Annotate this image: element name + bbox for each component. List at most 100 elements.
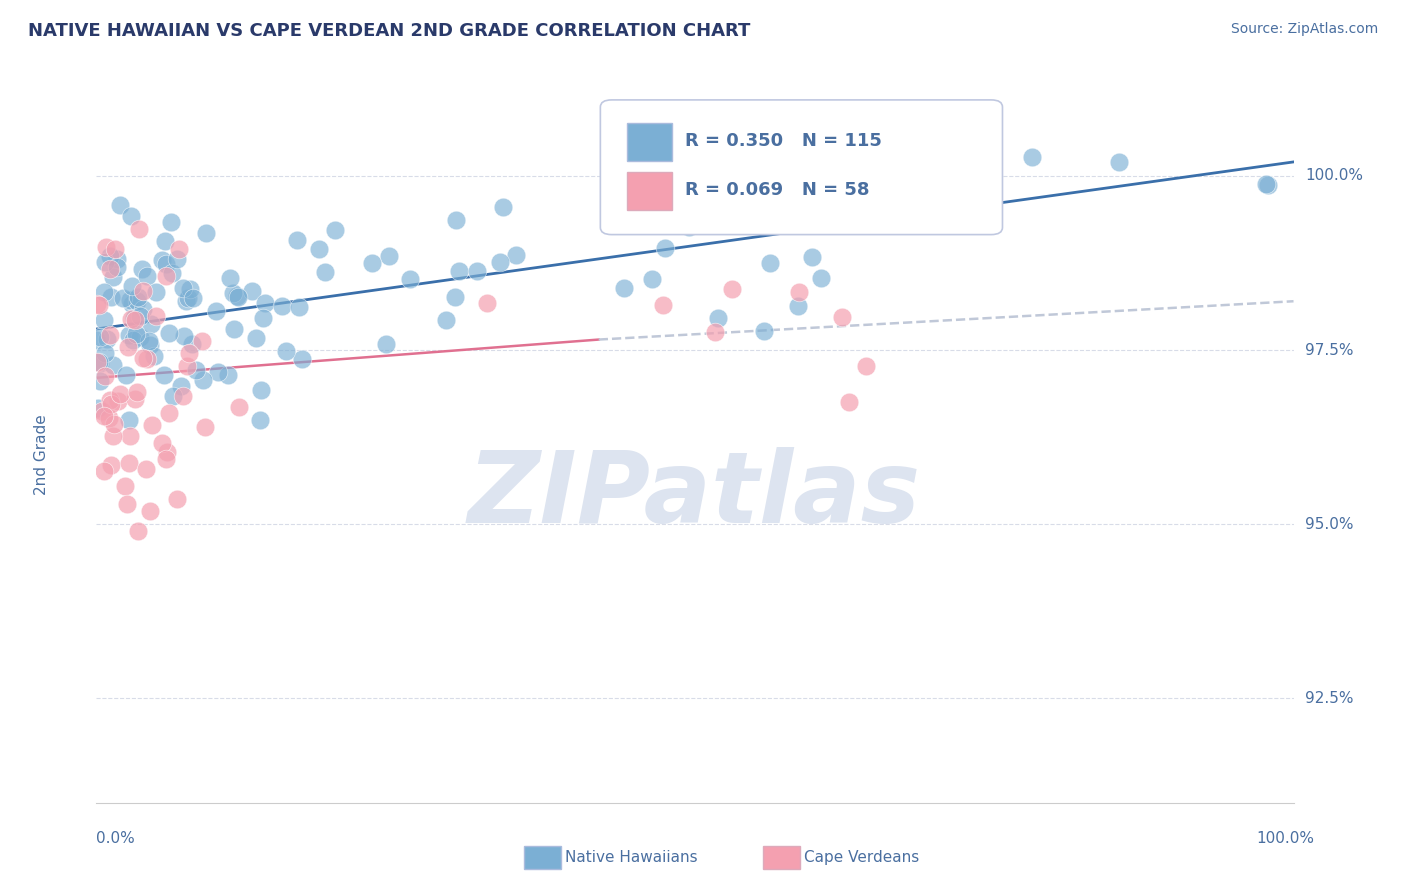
Point bbox=[100, 397, 122, 411]
Point bbox=[93, 312, 115, 326]
Point bbox=[155, 268, 177, 283]
Point bbox=[177, 346, 200, 360]
Point bbox=[699, 179, 721, 194]
Point bbox=[139, 504, 162, 518]
Point bbox=[155, 257, 177, 271]
Point bbox=[114, 479, 136, 493]
Point bbox=[249, 383, 271, 397]
Point bbox=[704, 325, 727, 339]
Point bbox=[131, 262, 153, 277]
Point bbox=[194, 420, 217, 434]
Point bbox=[122, 311, 145, 326]
Point bbox=[160, 266, 183, 280]
Text: Cape Verdeans: Cape Verdeans bbox=[804, 850, 920, 864]
Text: ZIPatlas: ZIPatlas bbox=[468, 447, 921, 544]
Point bbox=[838, 395, 860, 409]
Point bbox=[786, 299, 808, 313]
Point bbox=[166, 491, 188, 506]
Point bbox=[191, 334, 214, 348]
Point bbox=[141, 317, 163, 331]
Point bbox=[613, 281, 636, 295]
Point bbox=[489, 254, 512, 268]
Point bbox=[285, 233, 308, 247]
Point bbox=[115, 368, 138, 382]
Point bbox=[122, 333, 145, 347]
Point bbox=[98, 250, 121, 264]
Point bbox=[252, 311, 274, 326]
Point bbox=[204, 304, 226, 318]
Point bbox=[124, 313, 146, 327]
Point bbox=[491, 200, 513, 214]
Point bbox=[103, 269, 125, 284]
Point bbox=[291, 351, 314, 366]
Point bbox=[86, 297, 108, 311]
Point bbox=[159, 215, 181, 229]
Point bbox=[136, 351, 159, 366]
Point bbox=[157, 326, 180, 341]
Point bbox=[138, 334, 160, 349]
Point bbox=[100, 290, 122, 304]
Point bbox=[118, 429, 141, 443]
Point bbox=[150, 252, 173, 267]
Point bbox=[143, 349, 166, 363]
Point bbox=[308, 242, 330, 256]
Point bbox=[100, 458, 122, 472]
Point bbox=[118, 328, 141, 343]
Point bbox=[276, 344, 298, 359]
Point bbox=[641, 272, 664, 286]
Point bbox=[94, 240, 117, 254]
Text: Native Hawaiians: Native Hawaiians bbox=[565, 850, 697, 864]
Point bbox=[90, 404, 112, 418]
Point bbox=[221, 286, 243, 301]
Point bbox=[103, 417, 125, 432]
Text: 97.5%: 97.5% bbox=[1306, 343, 1354, 358]
Point bbox=[444, 213, 467, 227]
Point bbox=[891, 211, 914, 226]
Point bbox=[652, 298, 675, 312]
Point bbox=[207, 365, 229, 379]
Point bbox=[157, 405, 180, 419]
Point bbox=[125, 326, 148, 341]
Point bbox=[169, 242, 191, 256]
Point bbox=[101, 359, 124, 373]
Point bbox=[219, 271, 242, 285]
Point bbox=[145, 310, 167, 324]
Point bbox=[107, 393, 129, 408]
Point bbox=[86, 401, 108, 415]
Point bbox=[654, 241, 676, 255]
Point bbox=[759, 256, 782, 270]
Point bbox=[678, 219, 700, 234]
Point bbox=[434, 313, 457, 327]
Point bbox=[97, 411, 120, 425]
Point bbox=[180, 336, 202, 351]
Point bbox=[94, 346, 117, 360]
Point bbox=[752, 324, 775, 338]
Point bbox=[831, 310, 853, 325]
Point bbox=[93, 465, 115, 479]
Point bbox=[314, 265, 336, 279]
Point bbox=[136, 268, 159, 283]
Point bbox=[112, 292, 135, 306]
Point bbox=[323, 223, 346, 237]
Point bbox=[762, 179, 785, 194]
Point bbox=[121, 279, 143, 293]
Point bbox=[945, 169, 967, 183]
Point bbox=[93, 255, 115, 269]
Point bbox=[378, 248, 401, 262]
Point bbox=[447, 263, 470, 277]
Point bbox=[89, 356, 111, 370]
Point bbox=[94, 368, 117, 383]
Text: R = 0.069   N = 58: R = 0.069 N = 58 bbox=[685, 181, 869, 199]
Point bbox=[129, 309, 152, 323]
Point bbox=[118, 293, 141, 308]
Point bbox=[465, 264, 488, 278]
Point bbox=[226, 289, 249, 303]
Point bbox=[195, 226, 218, 240]
Point bbox=[787, 285, 810, 299]
Point bbox=[108, 198, 131, 212]
Point bbox=[170, 379, 193, 393]
Point bbox=[398, 272, 420, 286]
Point bbox=[132, 301, 155, 316]
Point bbox=[118, 412, 141, 426]
Point bbox=[153, 368, 176, 382]
